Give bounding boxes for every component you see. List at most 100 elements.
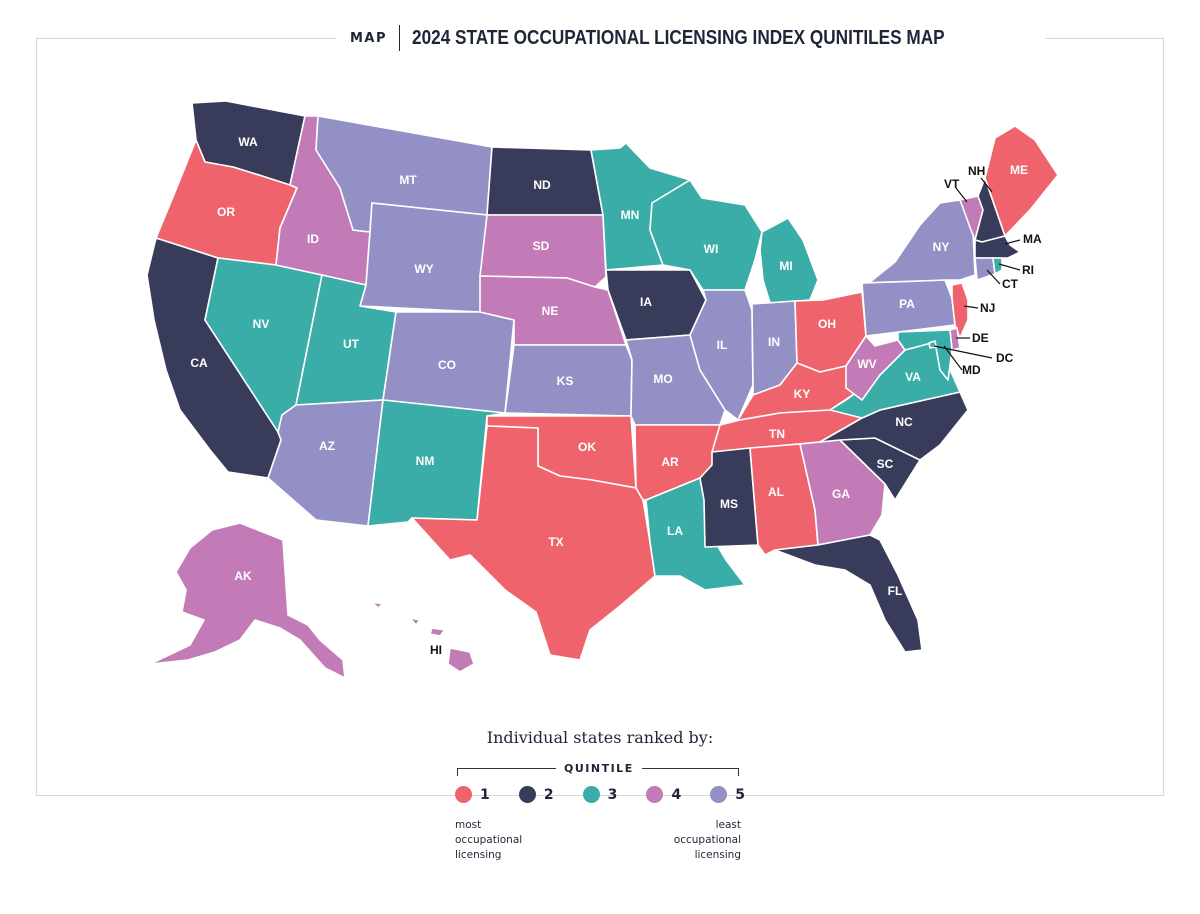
label-ga: GA: [832, 487, 850, 501]
legend-dot-q3: [582, 786, 600, 803]
label-or: OR: [217, 205, 235, 219]
page-title: 2024 STATE OCCUPATIONAL LICENSING INDEX …: [412, 26, 945, 49]
label-ut: UT: [343, 337, 360, 351]
label-ar: AR: [661, 455, 679, 469]
state-dc[interactable]: [928, 340, 937, 349]
state-wy[interactable]: [359, 202, 488, 313]
state-il[interactable]: [689, 289, 754, 421]
title-tag: MAP: [350, 30, 388, 46]
note-most-line1: most: [455, 819, 482, 831]
leader-ri: [998, 263, 1021, 271]
leader-dc: [933, 345, 993, 359]
note-most-line3: licensing: [455, 849, 502, 861]
state-ri[interactable]: [992, 257, 1003, 275]
label-wy: WY: [414, 262, 433, 276]
label-ca: CA: [190, 356, 208, 370]
legend-note-most: most occupational licensing: [455, 818, 575, 863]
label-ks: KS: [557, 374, 574, 388]
label-ia: IA: [640, 295, 652, 309]
label-wv: WV: [857, 357, 876, 371]
label-me: ME: [1010, 163, 1028, 177]
label-az: AZ: [319, 439, 335, 453]
label-tn: TN: [769, 427, 785, 441]
state-tx[interactable]: [411, 425, 656, 661]
label-pa: PA: [899, 297, 915, 311]
label-de: DE: [972, 331, 989, 345]
label-ri: RI: [1022, 263, 1034, 277]
quintile-label: QUINTILE: [556, 762, 642, 775]
note-least-line1: least: [715, 819, 741, 831]
state-nj[interactable]: [951, 282, 969, 339]
label-mi: MI: [779, 259, 792, 273]
label-id: ID: [307, 232, 319, 246]
legend-item-q4: 4: [646, 786, 681, 803]
state-co[interactable]: [382, 311, 515, 414]
legend-note-least: least occupational licensing: [621, 818, 741, 863]
label-ma: MA: [1023, 232, 1042, 246]
legend-dot-q4: [646, 786, 664, 803]
state-ct[interactable]: [974, 257, 996, 281]
external-labels: NH VT MA RI CT NJ DE DC MD HI: [430, 164, 1042, 657]
label-in: IN: [768, 335, 780, 349]
label-co: CO: [438, 358, 456, 372]
label-wi: WI: [704, 242, 719, 256]
label-ak: AK: [234, 569, 252, 583]
label-hi: HI: [430, 643, 442, 657]
label-oh: OH: [818, 317, 836, 331]
legend-heading: Individual states ranked by:: [486, 728, 714, 747]
note-least-line3: licensing: [694, 849, 741, 861]
label-la: LA: [667, 524, 683, 538]
label-sc: SC: [877, 457, 894, 471]
legend-label-q5: 5: [735, 786, 745, 803]
label-nj: NJ: [980, 301, 995, 315]
label-nd: ND: [533, 178, 551, 192]
state-ak[interactable]: [149, 522, 346, 679]
legend-dot-q2: [518, 786, 536, 803]
leader-nj: [963, 305, 979, 309]
title-bar: MAP 2024 STATE OCCUPATIONAL LICENSING IN…: [336, 22, 1046, 54]
label-va: VA: [905, 370, 921, 384]
label-wa: WA: [238, 135, 258, 149]
leader-ma: [1004, 239, 1021, 245]
legend-item-q3: 3: [582, 786, 618, 803]
leader-ct: [986, 269, 1001, 285]
state-hi[interactable]: [371, 601, 475, 673]
label-vt: VT: [944, 177, 960, 191]
title-divider: [399, 25, 401, 51]
leader-md: [943, 345, 963, 371]
label-nh: NH: [968, 164, 985, 178]
legend-dot-q1: [455, 786, 472, 803]
state-md[interactable]: [897, 329, 953, 381]
legend-label-q1: 1: [480, 786, 490, 803]
state-ny[interactable]: [861, 199, 976, 284]
legend-item-q1: 1: [455, 786, 490, 803]
label-nm: NM: [416, 454, 435, 468]
label-md: MD: [962, 363, 981, 377]
label-ms: MS: [720, 497, 738, 511]
legend-item-q5: 5: [710, 786, 745, 803]
label-dc: DC: [996, 351, 1014, 365]
label-mn: MN: [621, 208, 640, 222]
legend-item-q2: 2: [518, 786, 554, 803]
legend-dot-q5: [710, 786, 728, 803]
label-ok: OK: [578, 440, 596, 454]
state-fl[interactable]: [774, 534, 923, 653]
label-ct: CT: [1002, 277, 1019, 291]
label-ne: NE: [542, 304, 559, 318]
label-mt: MT: [399, 173, 417, 187]
label-tx: TX: [548, 535, 563, 549]
label-nc: NC: [895, 415, 913, 429]
state-wi[interactable]: [649, 179, 763, 291]
label-al: AL: [768, 485, 784, 499]
legend-label-q3: 3: [607, 786, 618, 803]
note-most-line2: occupational: [455, 834, 523, 846]
label-nv: NV: [253, 317, 270, 331]
state-me[interactable]: [984, 125, 1059, 237]
us-map: WA OR CA NV ID MT WY UT AZ CO NM ND SD NE KS OK TX MN IA MO…: [146, 100, 1059, 679]
leader-vt: [955, 187, 968, 203]
state-az[interactable]: [267, 399, 384, 527]
label-mo: MO: [653, 372, 672, 386]
label-ny: NY: [933, 240, 950, 254]
quintile-legend: 1 2 3 4 5: [455, 786, 745, 803]
label-ky: KY: [794, 387, 811, 401]
